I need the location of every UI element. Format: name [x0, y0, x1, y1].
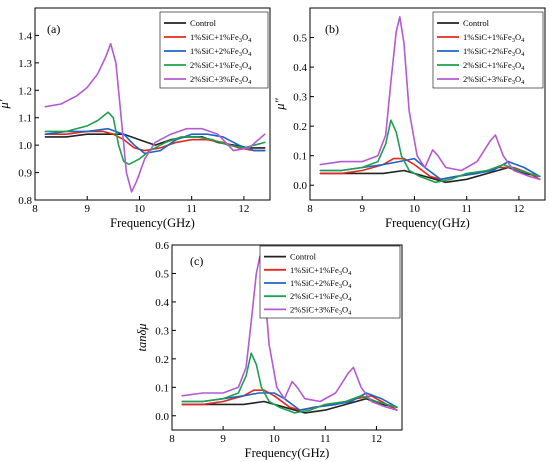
series-line-1-sic-2-fe3o4 [44, 127, 266, 155]
x-tick-label: 8 [307, 203, 313, 215]
legend-box [259, 245, 401, 319]
y-tick-label: 0.6 [155, 240, 169, 252]
y-tick-label: 0.9 [18, 168, 32, 180]
y-tick-label: 1.4 [18, 30, 32, 42]
x-tick-label: 12 [238, 203, 249, 215]
legend-box [432, 11, 544, 89]
y-tick-label: 1.1 [18, 113, 32, 125]
x-tick-label: 10 [269, 433, 281, 445]
y-tick-label: 0.3 [293, 92, 307, 104]
series-line-2-sic-1-fe3o4 [44, 111, 266, 166]
legend-label: Control [290, 252, 317, 262]
y-tick-label: 0.4 [155, 297, 169, 309]
y-tick-label: 0.5 [155, 268, 169, 280]
y-tick-label: 0.2 [293, 121, 307, 133]
y-tick-label: 0.1 [155, 382, 169, 394]
legend-label: 1%SiC+2%Fe3O4 [190, 46, 252, 58]
legend: Control 1%SiC+1%Fe3O4 1%SiC+2%Fe3O4 2%SiC+1… [432, 11, 544, 89]
legend-label: 2%SiC+1%Fe3O4 [190, 60, 252, 72]
legend-label: 2%SiC+3%Fe3O4 [463, 74, 525, 86]
legend-label: 1%SiC+2%Fe3O4 [463, 46, 525, 58]
panel-a: 8 9 10 11 12 0.8 0.9 1.0 1.1 1.2 1.3 1.4 Frequency(G… [0, 7, 271, 230]
legend-label: 2%SiC+1%Fe3O4 [463, 60, 525, 72]
legend-label: 2%SiC+3%Fe3O4 [190, 74, 252, 86]
x-tick-label: 12 [513, 203, 524, 215]
series-line-control [181, 397, 398, 414]
x-tick-label: 9 [359, 203, 365, 215]
panel-label: (a) [47, 22, 60, 36]
x-tick-label: 9 [220, 433, 226, 445]
x-tick-label: 8 [32, 203, 38, 215]
x-tick-label: 10 [409, 203, 421, 215]
y-axis-title: μ′ [0, 99, 11, 109]
panel-c: 8 9 10 11 12 0.0 0.1 0.2 0.3 0.4 0.5 0.6 Frequency(G… [135, 240, 403, 460]
y-tick-label: 0.8 [18, 195, 32, 207]
series-line-2-sic-3-fe3o4 [181, 255, 398, 411]
legend: Control 1%SiC+1%Fe3O41%SiC+2%Fe3O42%SiC+1… [259, 245, 401, 319]
y-tick-label: 0.4 [293, 62, 307, 74]
x-tick-label: 8 [169, 433, 175, 445]
y-tick-label: 1.2 [18, 85, 32, 97]
y-tick-label: 0.1 [293, 151, 307, 163]
legend-label: 1%SiC+1%Fe3O4 [190, 32, 252, 44]
series-line-2-sic-3-fe3o4 [319, 16, 541, 181]
panel-label: (b) [325, 22, 339, 36]
legend: Control 1%SiC+1%Fe3O4 1%SiC+2%Fe3O4 2%SiC+1… [159, 11, 269, 89]
x-axis-title: Frequency(GHz) [245, 446, 330, 460]
x-tick-label: 10 [134, 203, 146, 215]
x-axis-title: Frequency(GHz) [385, 216, 470, 230]
x-tick-label: 11 [186, 203, 197, 215]
x-tick-label: 9 [84, 203, 90, 215]
legend-label: 1%SiC+2%Fe3O4 [290, 278, 352, 290]
x-tick-label: 12 [371, 433, 382, 445]
plot-frame [171, 244, 403, 431]
legend-label: 1%SiC+1%Fe3O4 [463, 32, 525, 44]
y-tick-label: 0.0 [155, 411, 169, 423]
series-line-2-sic-3-fe3o4 [44, 42, 266, 193]
y-axis-title: μ″ [273, 97, 287, 110]
panel-label: (c) [190, 254, 203, 268]
y-axis-title: tanδμ [135, 323, 149, 351]
y-tick-label: 0.0 [293, 180, 307, 192]
panel-b: 8 9 10 11 12 0.0 0.1 0.2 0.3 0.4 0.5 Frequency(GHz)… [273, 7, 546, 230]
y-tick-label: 0.5 [293, 33, 307, 45]
legend-label: 1%SiC+1%Fe3O4 [290, 265, 352, 277]
series-line-2-sic-1-fe3o4 [181, 352, 398, 414]
series-line-2-sic-1-fe3o4 [319, 119, 541, 184]
series-line-1-sic-1-fe3o4 [181, 389, 398, 411]
series-line-1-sic-1-fe3o4 [319, 157, 541, 181]
x-axis-title: Frequency(GHz) [110, 216, 195, 230]
y-tick-label: 1.0 [18, 140, 32, 152]
x-tick-label: 11 [320, 433, 331, 445]
legend-box [159, 11, 269, 89]
plot-frame [309, 7, 546, 201]
y-tick-label: 0.3 [155, 325, 169, 337]
legend-label: 2%SiC+3%Fe3O4 [290, 304, 352, 316]
plot-frame [34, 7, 271, 201]
y-tick-label: 0.2 [155, 354, 169, 366]
x-tick-label: 11 [461, 203, 472, 215]
y-tick-label: 1.3 [18, 58, 32, 70]
legend-label: Control [463, 18, 490, 28]
legend-label: Control [190, 18, 217, 28]
legend-label: 2%SiC+1%Fe3O4 [290, 291, 352, 303]
